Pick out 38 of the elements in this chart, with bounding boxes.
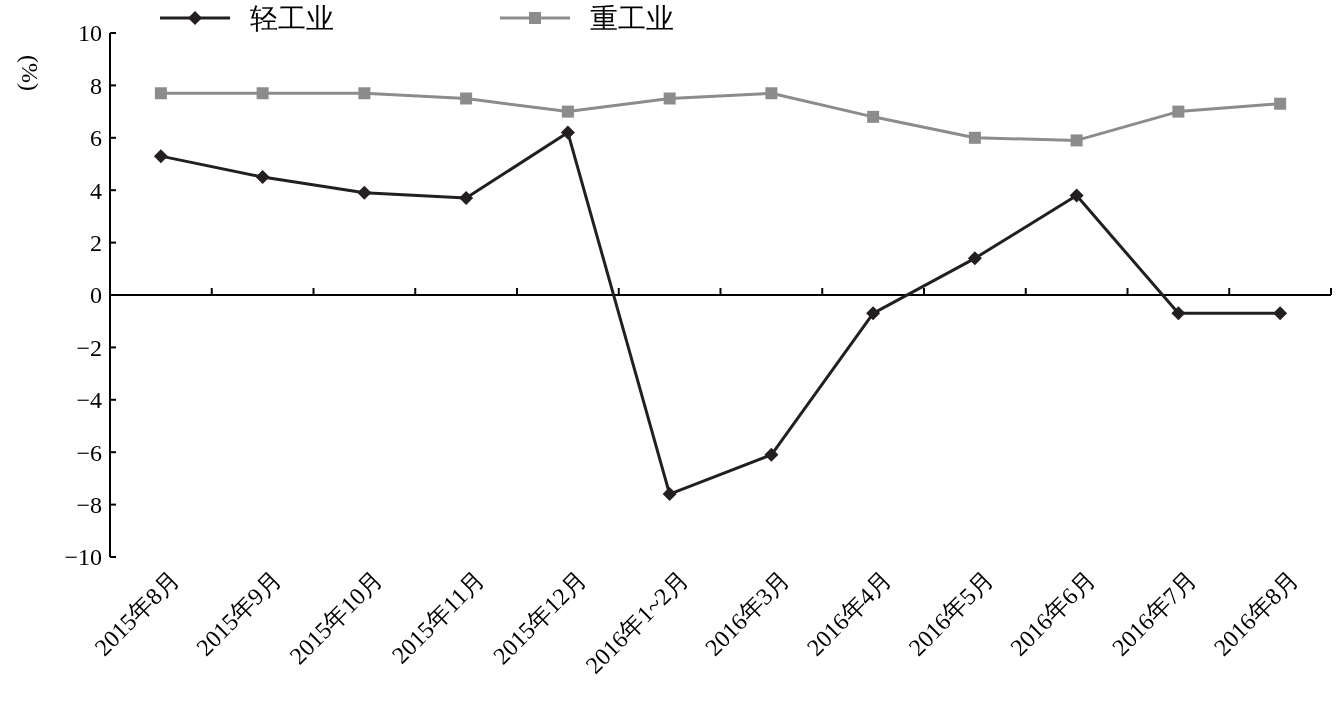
point (1273, 306, 1288, 321)
point (460, 92, 473, 105)
point (561, 105, 574, 118)
point (968, 131, 981, 144)
point (1069, 188, 1084, 203)
legend-label: 重工业 (590, 2, 674, 34)
y-axis-title: (%) (17, 55, 43, 91)
point (1171, 306, 1186, 321)
point (662, 487, 677, 502)
y-tick-label: −10 (64, 544, 102, 571)
point (154, 87, 167, 100)
point (1274, 97, 1287, 110)
point (1070, 134, 1083, 147)
y-tick-label: −4 (76, 387, 102, 414)
point (357, 185, 372, 200)
legend-label: 轻工业 (250, 2, 334, 34)
point (560, 125, 575, 140)
y-tick-label: 10 (78, 20, 102, 47)
point (765, 87, 778, 100)
y-tick-label: 0 (90, 282, 102, 309)
point (764, 447, 779, 462)
point (867, 110, 880, 123)
point (358, 87, 371, 100)
point (459, 191, 474, 206)
point (866, 306, 881, 321)
y-tick-label: 2 (90, 230, 102, 256)
y-tick-label: 8 (90, 72, 102, 99)
point (1172, 105, 1185, 118)
point (256, 87, 269, 100)
y-tick-label: −6 (76, 439, 102, 466)
point (967, 251, 982, 266)
y-tick-label: 4 (90, 177, 102, 204)
y-tick-label: 6 (90, 125, 102, 152)
point (255, 170, 270, 185)
point (153, 149, 168, 164)
y-tick-label: −8 (76, 492, 102, 518)
point (663, 92, 676, 105)
y-tick-label: −2 (76, 334, 102, 361)
